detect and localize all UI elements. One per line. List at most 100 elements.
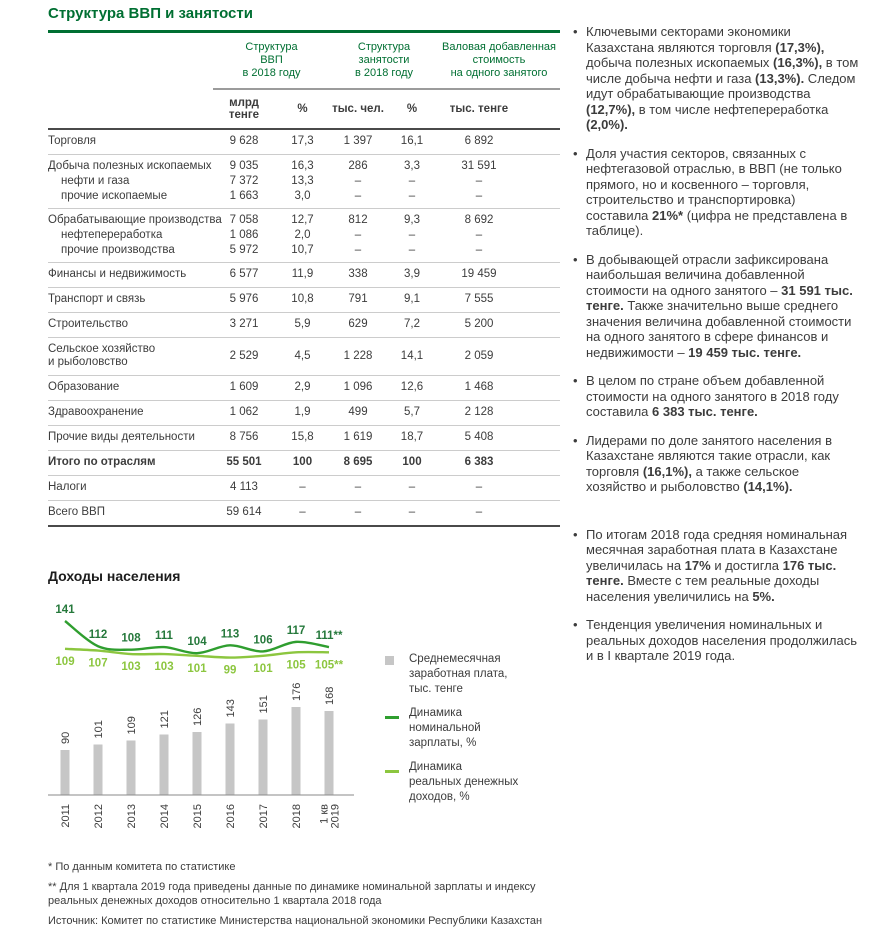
unit-percent-gdp: % <box>275 89 330 130</box>
row-value: 12,6 <box>386 375 438 401</box>
empty-corner-cell <box>48 36 213 89</box>
table-row: нефти и газа 7 372 13,3 – – – <box>48 174 560 189</box>
sidebar-bullet: Лидерами по доле занятого населения в Ка… <box>573 433 861 495</box>
salary-bar <box>60 750 70 795</box>
row-value: 8 756 <box>213 425 275 451</box>
row-value: 59 614 <box>213 500 275 527</box>
row-value: 16,1 <box>386 129 438 155</box>
row-value: 18,7 <box>386 425 438 451</box>
row-value: – <box>438 475 560 501</box>
unit-bln-tenge: млрд тенге <box>213 89 275 130</box>
real-point-label: 103 <box>154 661 173 673</box>
row-value: 31 591 <box>461 160 497 172</box>
row-value: 1 397 <box>330 129 386 155</box>
table-row: Добыча полезных ископаемых 9 035 16,3 286 3,… <box>48 155 560 175</box>
row-label: Прочие виды деятельности <box>48 425 213 451</box>
row-value: 5,9 <box>275 312 330 338</box>
bar-value-label: 101 <box>93 720 105 738</box>
col-group-gdp-structure: Структура ВВП в 2018 году <box>213 36 330 90</box>
footnote-statistics-committee: * По данным комитета по статистике <box>48 861 236 873</box>
row-value: 2 059 <box>438 337 560 376</box>
row-value: 9,3 <box>404 214 420 226</box>
table-row: нефтепереработка 1 086 2,0 – – – <box>48 228 560 243</box>
row-value: 286 <box>348 160 368 172</box>
row-value: 3,0 <box>275 189 330 209</box>
table-row: Итого по отраслям 55 501 100 8 695 100 6 383 <box>48 450 560 476</box>
salary-bar <box>126 740 136 795</box>
row-label: нефтепереработка <box>61 229 163 241</box>
footnotes: * По данным комитета по статистике ** Дл… <box>48 860 568 934</box>
row-value: 4,5 <box>275 337 330 376</box>
nominal-point-label: 106 <box>253 634 272 646</box>
row-label: Торговля <box>48 129 213 155</box>
nominal-point-label: 113 <box>221 628 240 640</box>
x-axis-label: 2019 <box>330 804 342 828</box>
col-group-employment-structure: Структура занятости в 2018 году <box>330 36 438 90</box>
real-point-label: 99 <box>224 665 237 677</box>
empty-corner-cell <box>48 89 213 130</box>
row-value: 3,3 <box>404 160 420 172</box>
row-value: 2,9 <box>275 375 330 401</box>
real-line-marker-icon <box>385 760 409 805</box>
row-value: 5 976 <box>213 287 275 313</box>
unit-thousand-people: тыс. чел. <box>330 89 386 130</box>
row-value: 2,0 <box>294 229 311 241</box>
row-value: 7,2 <box>386 312 438 338</box>
row-value: 10,8 <box>275 287 330 313</box>
income-chart-title: Доходы населения <box>48 568 181 584</box>
row-label: Образование <box>48 375 213 401</box>
row-label: Строительство <box>48 312 213 338</box>
salary-bar <box>93 744 103 795</box>
legend-label-real: Динамика реальных денежных доходов, % <box>409 761 519 803</box>
real-income-line <box>64 647 330 659</box>
row-value: 7 555 <box>438 287 560 313</box>
row-label: Добыча полезных ископаемых <box>48 160 212 172</box>
x-axis-label: 2017 <box>258 804 270 828</box>
row-value: 8 692 <box>464 214 494 226</box>
table-row: Налоги 4 113– – – – <box>48 475 560 501</box>
row-value: 15,8 <box>275 425 330 451</box>
nominal-point-label: 112 <box>89 629 108 641</box>
unit-percent-employment: % <box>386 89 438 130</box>
salary-bar <box>225 723 235 795</box>
x-axis-label: 2012 <box>93 804 105 828</box>
x-axis-label: 1 кв <box>319 804 331 824</box>
row-value: 100 <box>275 450 330 476</box>
row-value: 6 892 <box>438 129 560 155</box>
real-point-label: 101 <box>253 663 273 675</box>
salary-bar <box>159 734 169 795</box>
row-value: 8 695 <box>330 450 386 476</box>
table-row: Финансы и недвижимость 6 577 11,9 338 3,9 19 … <box>48 262 560 288</box>
row-value: 5,7 <box>386 400 438 426</box>
bar-value-label: 121 <box>159 710 171 728</box>
green-divider <box>48 30 560 33</box>
bar-value-label: 126 <box>192 708 204 726</box>
row-value: – <box>275 475 330 501</box>
row-value: – <box>386 500 438 527</box>
row-value: 14,1 <box>386 337 438 376</box>
row-value: – <box>386 189 438 209</box>
row-value: – <box>408 229 416 241</box>
row-value: 9 035 <box>229 160 259 172</box>
bar-value-label: 151 <box>258 695 270 713</box>
row-value: – <box>408 175 416 187</box>
row-value: – <box>475 175 483 187</box>
salary-bar <box>324 711 334 795</box>
row-value: 1 663 <box>213 189 275 209</box>
row-value: 791 <box>330 287 386 313</box>
x-axis-label: 2011 <box>60 804 72 828</box>
row-value: 1 468 <box>438 375 560 401</box>
table-row: Сельское хозяйство и рыболовство 2 529 4,5… <box>48 337 560 376</box>
legend-label-salary: Среднемесячная заработная плата, тыс. те… <box>409 653 508 695</box>
bar-value-label: 109 <box>126 716 138 734</box>
legend-item-nominal: Динамика номинальной зарплаты, % <box>385 706 560 751</box>
salary-bar <box>258 719 268 795</box>
nominal-point-label: 108 <box>121 633 141 645</box>
unit-thousand-tenge: тыс. тенге <box>438 89 560 130</box>
row-label: Финансы и недвижимость <box>48 262 213 288</box>
table-row: Обрабатывающие производства 7 058 12,7 812 9… <box>48 209 560 229</box>
row-value: 19 459 <box>438 262 560 288</box>
row-value: 338 <box>330 262 386 288</box>
units-row: млрд тенге % тыс. чел. % тыс. тенге <box>48 89 560 130</box>
row-value: 2 529 <box>213 337 275 376</box>
